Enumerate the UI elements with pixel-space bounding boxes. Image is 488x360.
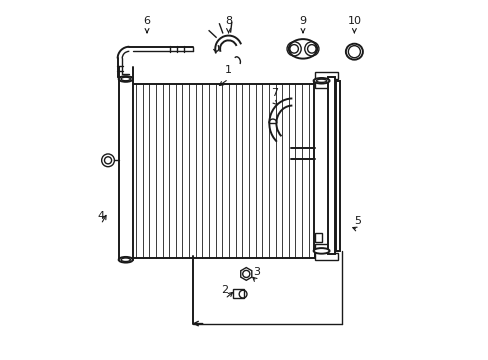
Ellipse shape: [288, 39, 317, 59]
Polygon shape: [335, 81, 340, 251]
Polygon shape: [315, 72, 338, 88]
Text: 9: 9: [299, 16, 306, 26]
Ellipse shape: [345, 44, 362, 60]
Ellipse shape: [313, 248, 329, 254]
Polygon shape: [315, 233, 322, 242]
Text: 3: 3: [253, 267, 260, 278]
Polygon shape: [119, 79, 133, 260]
Polygon shape: [233, 289, 244, 298]
Polygon shape: [315, 244, 338, 260]
Polygon shape: [129, 84, 315, 258]
Ellipse shape: [313, 78, 329, 84]
Text: 5: 5: [354, 216, 361, 226]
Ellipse shape: [119, 76, 133, 82]
Text: 8: 8: [224, 16, 232, 26]
Text: 1: 1: [224, 66, 232, 76]
Text: 7: 7: [270, 89, 278, 99]
Polygon shape: [327, 77, 334, 255]
Polygon shape: [240, 267, 251, 280]
Text: 10: 10: [346, 16, 361, 26]
Text: 6: 6: [143, 16, 150, 26]
Polygon shape: [313, 81, 329, 251]
Text: 2: 2: [221, 285, 228, 295]
Text: 4: 4: [97, 211, 104, 221]
Ellipse shape: [119, 257, 133, 262]
